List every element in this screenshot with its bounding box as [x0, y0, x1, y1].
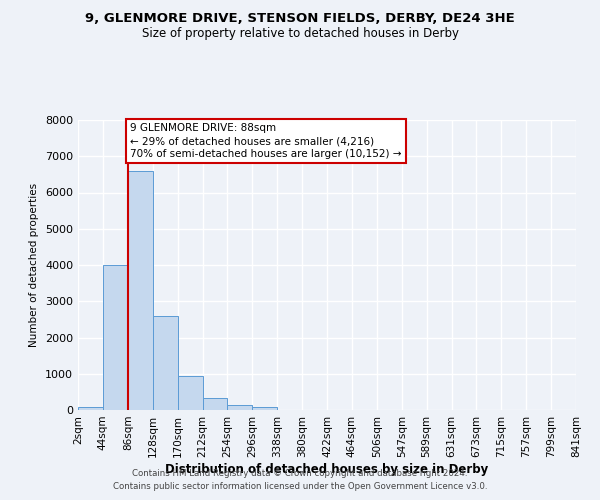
Y-axis label: Number of detached properties: Number of detached properties [29, 183, 40, 347]
Bar [78, 408, 103, 410]
Bar [128, 171, 153, 410]
Bar [203, 398, 227, 410]
X-axis label: Distribution of detached houses by size in Derby: Distribution of detached houses by size … [166, 462, 488, 475]
Bar [227, 406, 253, 410]
Text: Size of property relative to detached houses in Derby: Size of property relative to detached ho… [142, 28, 458, 40]
Text: Contains HM Land Registry data © Crown copyright and database right 2024.: Contains HM Land Registry data © Crown c… [132, 468, 468, 477]
Text: 9, GLENMORE DRIVE, STENSON FIELDS, DERBY, DE24 3HE: 9, GLENMORE DRIVE, STENSON FIELDS, DERBY… [85, 12, 515, 26]
Text: 9 GLENMORE DRIVE: 88sqm
← 29% of detached houses are smaller (4,216)
70% of semi: 9 GLENMORE DRIVE: 88sqm ← 29% of detache… [130, 123, 402, 160]
Text: Contains public sector information licensed under the Open Government Licence v3: Contains public sector information licen… [113, 482, 487, 491]
Bar [153, 316, 178, 410]
Bar [178, 376, 203, 410]
Bar [103, 265, 128, 410]
Bar [253, 408, 277, 410]
